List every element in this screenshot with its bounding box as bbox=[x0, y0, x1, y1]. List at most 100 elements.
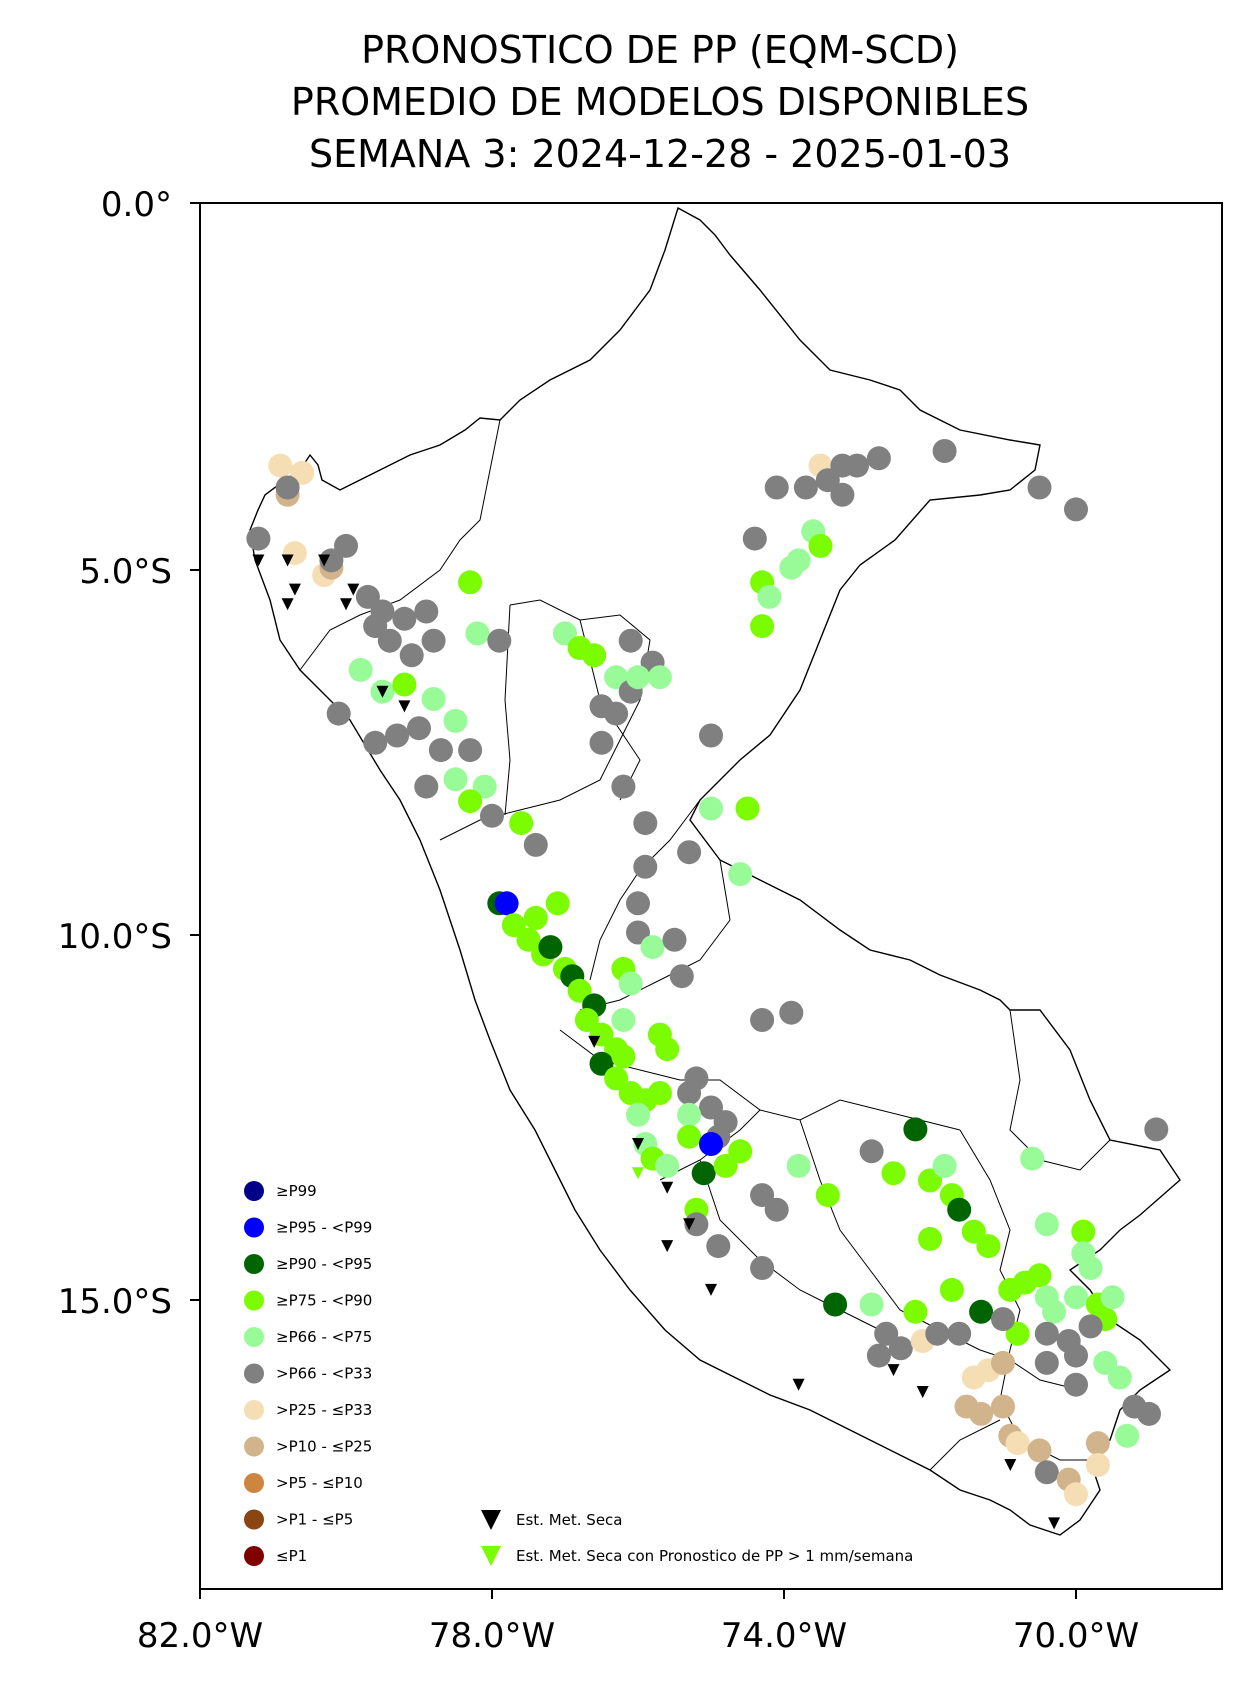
dry-station-marker bbox=[281, 554, 294, 567]
station-point bbox=[874, 1321, 899, 1346]
station-point bbox=[618, 971, 643, 996]
station-point bbox=[1034, 1212, 1059, 1237]
station-point bbox=[633, 811, 658, 836]
station-point bbox=[1027, 1438, 1052, 1463]
station-point bbox=[1064, 1372, 1088, 1397]
station-point bbox=[939, 1277, 964, 1302]
dry-station-marker bbox=[705, 1283, 717, 1296]
station-point bbox=[582, 643, 607, 668]
station-point bbox=[779, 555, 804, 580]
legend-label: ≤P1 bbox=[276, 1547, 307, 1565]
station-point bbox=[611, 1044, 636, 1069]
station-point bbox=[414, 774, 439, 799]
internal-border-h bbox=[959, 1009, 1111, 1351]
y-tick-label: 5.0°S bbox=[79, 552, 172, 592]
station-point bbox=[290, 460, 315, 485]
station-point bbox=[750, 1256, 775, 1280]
station-point bbox=[458, 738, 483, 763]
station-point bbox=[377, 628, 402, 653]
station-point bbox=[647, 665, 672, 690]
internal-border-b bbox=[439, 599, 651, 841]
station-point bbox=[786, 1153, 811, 1178]
station-point bbox=[589, 694, 614, 719]
dry-station-marker bbox=[588, 1035, 601, 1048]
station-point bbox=[246, 526, 271, 551]
station-point bbox=[414, 599, 439, 624]
station-point bbox=[523, 832, 548, 857]
station-point bbox=[626, 891, 650, 916]
station-point bbox=[764, 1197, 789, 1222]
station-point bbox=[969, 1299, 994, 1324]
station-point bbox=[815, 468, 840, 493]
station-point bbox=[1093, 1350, 1118, 1375]
x-tick-label: 70.0°W bbox=[1013, 1616, 1139, 1656]
station-point bbox=[757, 584, 782, 609]
station-point bbox=[1071, 1241, 1096, 1266]
dry-station-marker bbox=[683, 1218, 696, 1231]
legend-marker-swatch bbox=[481, 1546, 501, 1566]
legend-swatch bbox=[244, 1546, 264, 1566]
legend-swatch bbox=[244, 1327, 264, 1347]
station-point bbox=[1064, 1285, 1088, 1310]
legend-label: ≥P99 bbox=[276, 1182, 317, 1200]
station-point bbox=[640, 935, 665, 960]
station-point bbox=[465, 621, 490, 646]
station-point bbox=[779, 1000, 804, 1025]
station-point bbox=[677, 1102, 702, 1127]
station-point bbox=[991, 1350, 1015, 1375]
station-point bbox=[1042, 1299, 1067, 1324]
station-point bbox=[655, 1037, 680, 1062]
station-point bbox=[918, 1168, 942, 1193]
legend-label: ≥P66 - <P75 bbox=[276, 1328, 372, 1346]
station-point bbox=[677, 1124, 702, 1149]
station-point bbox=[845, 453, 869, 478]
station-point bbox=[655, 1153, 680, 1178]
station-points bbox=[246, 439, 1169, 1507]
station-point bbox=[699, 1132, 723, 1156]
station-point bbox=[268, 453, 293, 478]
legend-label: ≥P90 - <P95 bbox=[276, 1255, 372, 1273]
y-tick-label: 10.0°S bbox=[58, 917, 172, 957]
legend-swatch bbox=[244, 1217, 264, 1238]
dry-station-marker bbox=[288, 583, 301, 596]
legend-swatch bbox=[244, 1400, 264, 1420]
station-point bbox=[421, 687, 446, 711]
legend-label: >P66 - <P33 bbox=[276, 1365, 372, 1383]
station-point bbox=[421, 628, 446, 653]
station-point bbox=[443, 708, 468, 733]
station-point bbox=[509, 811, 534, 836]
station-point bbox=[1115, 1423, 1140, 1448]
x-tick-label: 78.0°W bbox=[429, 1616, 555, 1656]
station-point bbox=[363, 614, 388, 639]
legend-swatch bbox=[244, 1473, 264, 1493]
dry-station-marker bbox=[398, 700, 411, 713]
station-point bbox=[932, 1153, 957, 1178]
legend-marker-label: Est. Met. Seca bbox=[516, 1511, 623, 1529]
station-point bbox=[961, 1219, 986, 1244]
station-point bbox=[684, 1066, 709, 1091]
x-tick-label: 82.0°W bbox=[137, 1616, 263, 1656]
legend-swatch bbox=[244, 1254, 264, 1274]
legend-swatch bbox=[244, 1363, 264, 1384]
station-point bbox=[991, 1307, 1015, 1332]
legend-marker-swatch bbox=[481, 1510, 501, 1530]
legend-swatch bbox=[244, 1509, 264, 1530]
station-point bbox=[823, 1292, 848, 1317]
station-point bbox=[611, 1008, 636, 1032]
dry-station-marker bbox=[1004, 1458, 1017, 1471]
station-point bbox=[903, 1299, 928, 1324]
station-point bbox=[691, 1161, 716, 1186]
y-tick-label: 15.0°S bbox=[58, 1282, 172, 1322]
station-point bbox=[1078, 1314, 1103, 1339]
station-point bbox=[793, 475, 818, 500]
station-point bbox=[713, 1153, 738, 1178]
station-point bbox=[1020, 1146, 1045, 1171]
station-point bbox=[677, 840, 702, 865]
station-point bbox=[633, 854, 658, 879]
station-point bbox=[1034, 1321, 1059, 1346]
station-point bbox=[750, 1008, 775, 1032]
station-point bbox=[706, 1234, 731, 1259]
dry-station-marker bbox=[1048, 1517, 1061, 1530]
station-point bbox=[1071, 1219, 1096, 1244]
station-point bbox=[501, 913, 526, 938]
